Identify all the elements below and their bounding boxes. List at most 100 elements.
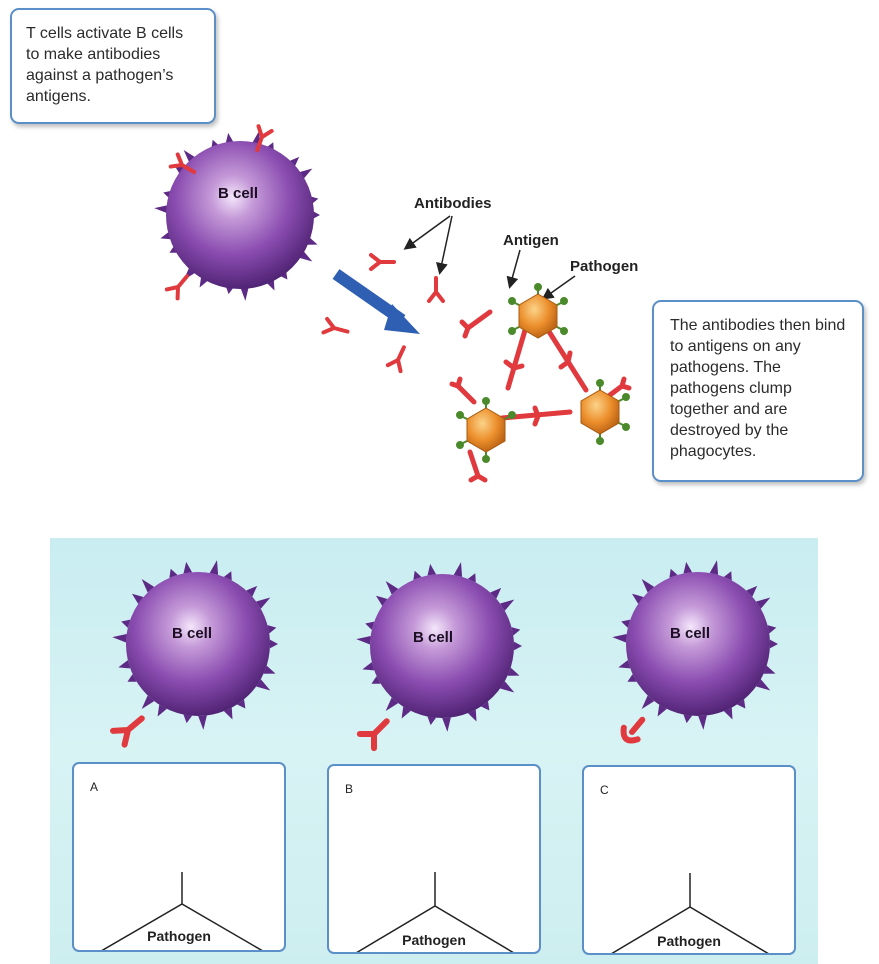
activity-panel: B cell B cell B cell A Pathogen B [50, 538, 818, 964]
pathogen-label: Pathogen [147, 928, 211, 944]
cell-spike [500, 599, 515, 611]
pathogen [456, 397, 516, 463]
pathogen-shape [356, 872, 514, 952]
b-cell-a [110, 560, 278, 748]
cell-spike [141, 579, 155, 593]
b-cell-b-label: B cell [413, 629, 454, 646]
free-antibody [321, 316, 352, 341]
cell-spike [507, 667, 520, 676]
cell-spike [263, 665, 276, 674]
cell-spike [621, 619, 631, 628]
cell-spike [709, 560, 719, 575]
pathogen-clump [449, 283, 632, 483]
pathogen-label: Pathogen [402, 932, 466, 948]
pathogen-shape [611, 873, 769, 953]
box-letter: C [600, 783, 609, 797]
cell-spike [267, 625, 277, 634]
cell-spike [154, 204, 169, 214]
cell-spike [223, 571, 232, 581]
cell-spike [427, 563, 437, 576]
cell-spike [362, 662, 375, 671]
top-b-cell [154, 124, 320, 301]
answer-box-a[interactable]: A Pathogen [72, 762, 286, 952]
cell-spike [356, 635, 371, 645]
connecting-antibodies [449, 309, 632, 483]
cell-spike [183, 714, 193, 724]
label-pointers [403, 215, 576, 300]
cell-spike [375, 595, 388, 606]
cell-spike [141, 695, 155, 709]
cell-spikes [612, 560, 778, 730]
cell-spike [490, 587, 502, 599]
cell-spike [131, 593, 144, 604]
pathogen [580, 379, 630, 445]
answer-box-c[interactable]: C Pathogen [582, 765, 796, 955]
cell-spike [737, 699, 746, 709]
b-cell-receptor [110, 715, 145, 748]
cell-spike [209, 560, 219, 575]
right-explanation-text: The antibodies then bind to antigens on … [670, 317, 846, 460]
cell-spike [198, 715, 207, 730]
cell-spike [500, 681, 515, 693]
box-letter: B [345, 782, 354, 796]
cell-spike [513, 641, 522, 651]
cell-spike [385, 697, 399, 711]
cell-spike [756, 597, 771, 609]
cell-spike [371, 676, 381, 684]
cell-spike [683, 714, 693, 724]
cell-spike [183, 561, 193, 574]
cell-spike [385, 581, 399, 595]
right-explanation-callout: The antibodies then bind to antigens on … [652, 300, 864, 482]
b-cell-a-label: B cell [172, 625, 213, 642]
cell-spike [467, 709, 477, 722]
cell-spike [288, 156, 300, 168]
cell-spike [698, 715, 707, 730]
b-cell-receptor [356, 718, 390, 752]
cell-spike [756, 679, 771, 691]
cell-spike [612, 633, 627, 643]
cell-spikes [112, 560, 278, 730]
cell-spike [683, 561, 693, 574]
cell-spike [427, 716, 437, 726]
b-cell-receptor [620, 716, 646, 744]
pathogen-label: Pathogen [570, 258, 639, 275]
cell-spike [453, 562, 463, 577]
cell-spike [467, 573, 476, 583]
cell-spike [763, 665, 776, 674]
cell-spike [269, 639, 278, 649]
cell-spike [641, 579, 655, 593]
cell-spike [237, 699, 246, 709]
top-explanation-callout: T cells activate B cells to make antibod… [10, 8, 216, 124]
antibodies-label: Antibodies [414, 195, 492, 212]
cell-spike [240, 286, 249, 301]
cell-spike [112, 633, 127, 643]
cell-spike [767, 625, 777, 634]
free-antibody [385, 342, 413, 374]
pathogen [508, 283, 568, 339]
box-letter: A [90, 780, 99, 794]
cell-spike [118, 660, 131, 669]
cell-spike [256, 597, 271, 609]
process-arrow [332, 269, 420, 334]
cell-spike [746, 585, 758, 597]
answer-box-b[interactable]: B Pathogen [327, 764, 541, 954]
cell-spike [121, 619, 131, 628]
cell-spike [223, 707, 233, 720]
cell-spike [618, 660, 631, 669]
b-cell-b [356, 562, 522, 752]
b-cell-label: B cell [218, 185, 259, 202]
cell-spike [481, 701, 490, 711]
pathogen-shape [101, 872, 263, 950]
cell-spike [256, 679, 271, 691]
cell-spike [769, 639, 778, 649]
cell-spike [641, 695, 655, 709]
cell-spike [442, 717, 451, 732]
pathogen-label: Pathogen [657, 933, 721, 949]
cell-spike [631, 593, 644, 604]
cell-spike [723, 707, 733, 720]
cell-spike [627, 674, 637, 682]
cell-spike [127, 674, 137, 682]
cell-spike [511, 627, 521, 636]
cell-spike [251, 131, 261, 146]
top-explanation-text: T cells activate B cells to make antibod… [26, 25, 184, 105]
